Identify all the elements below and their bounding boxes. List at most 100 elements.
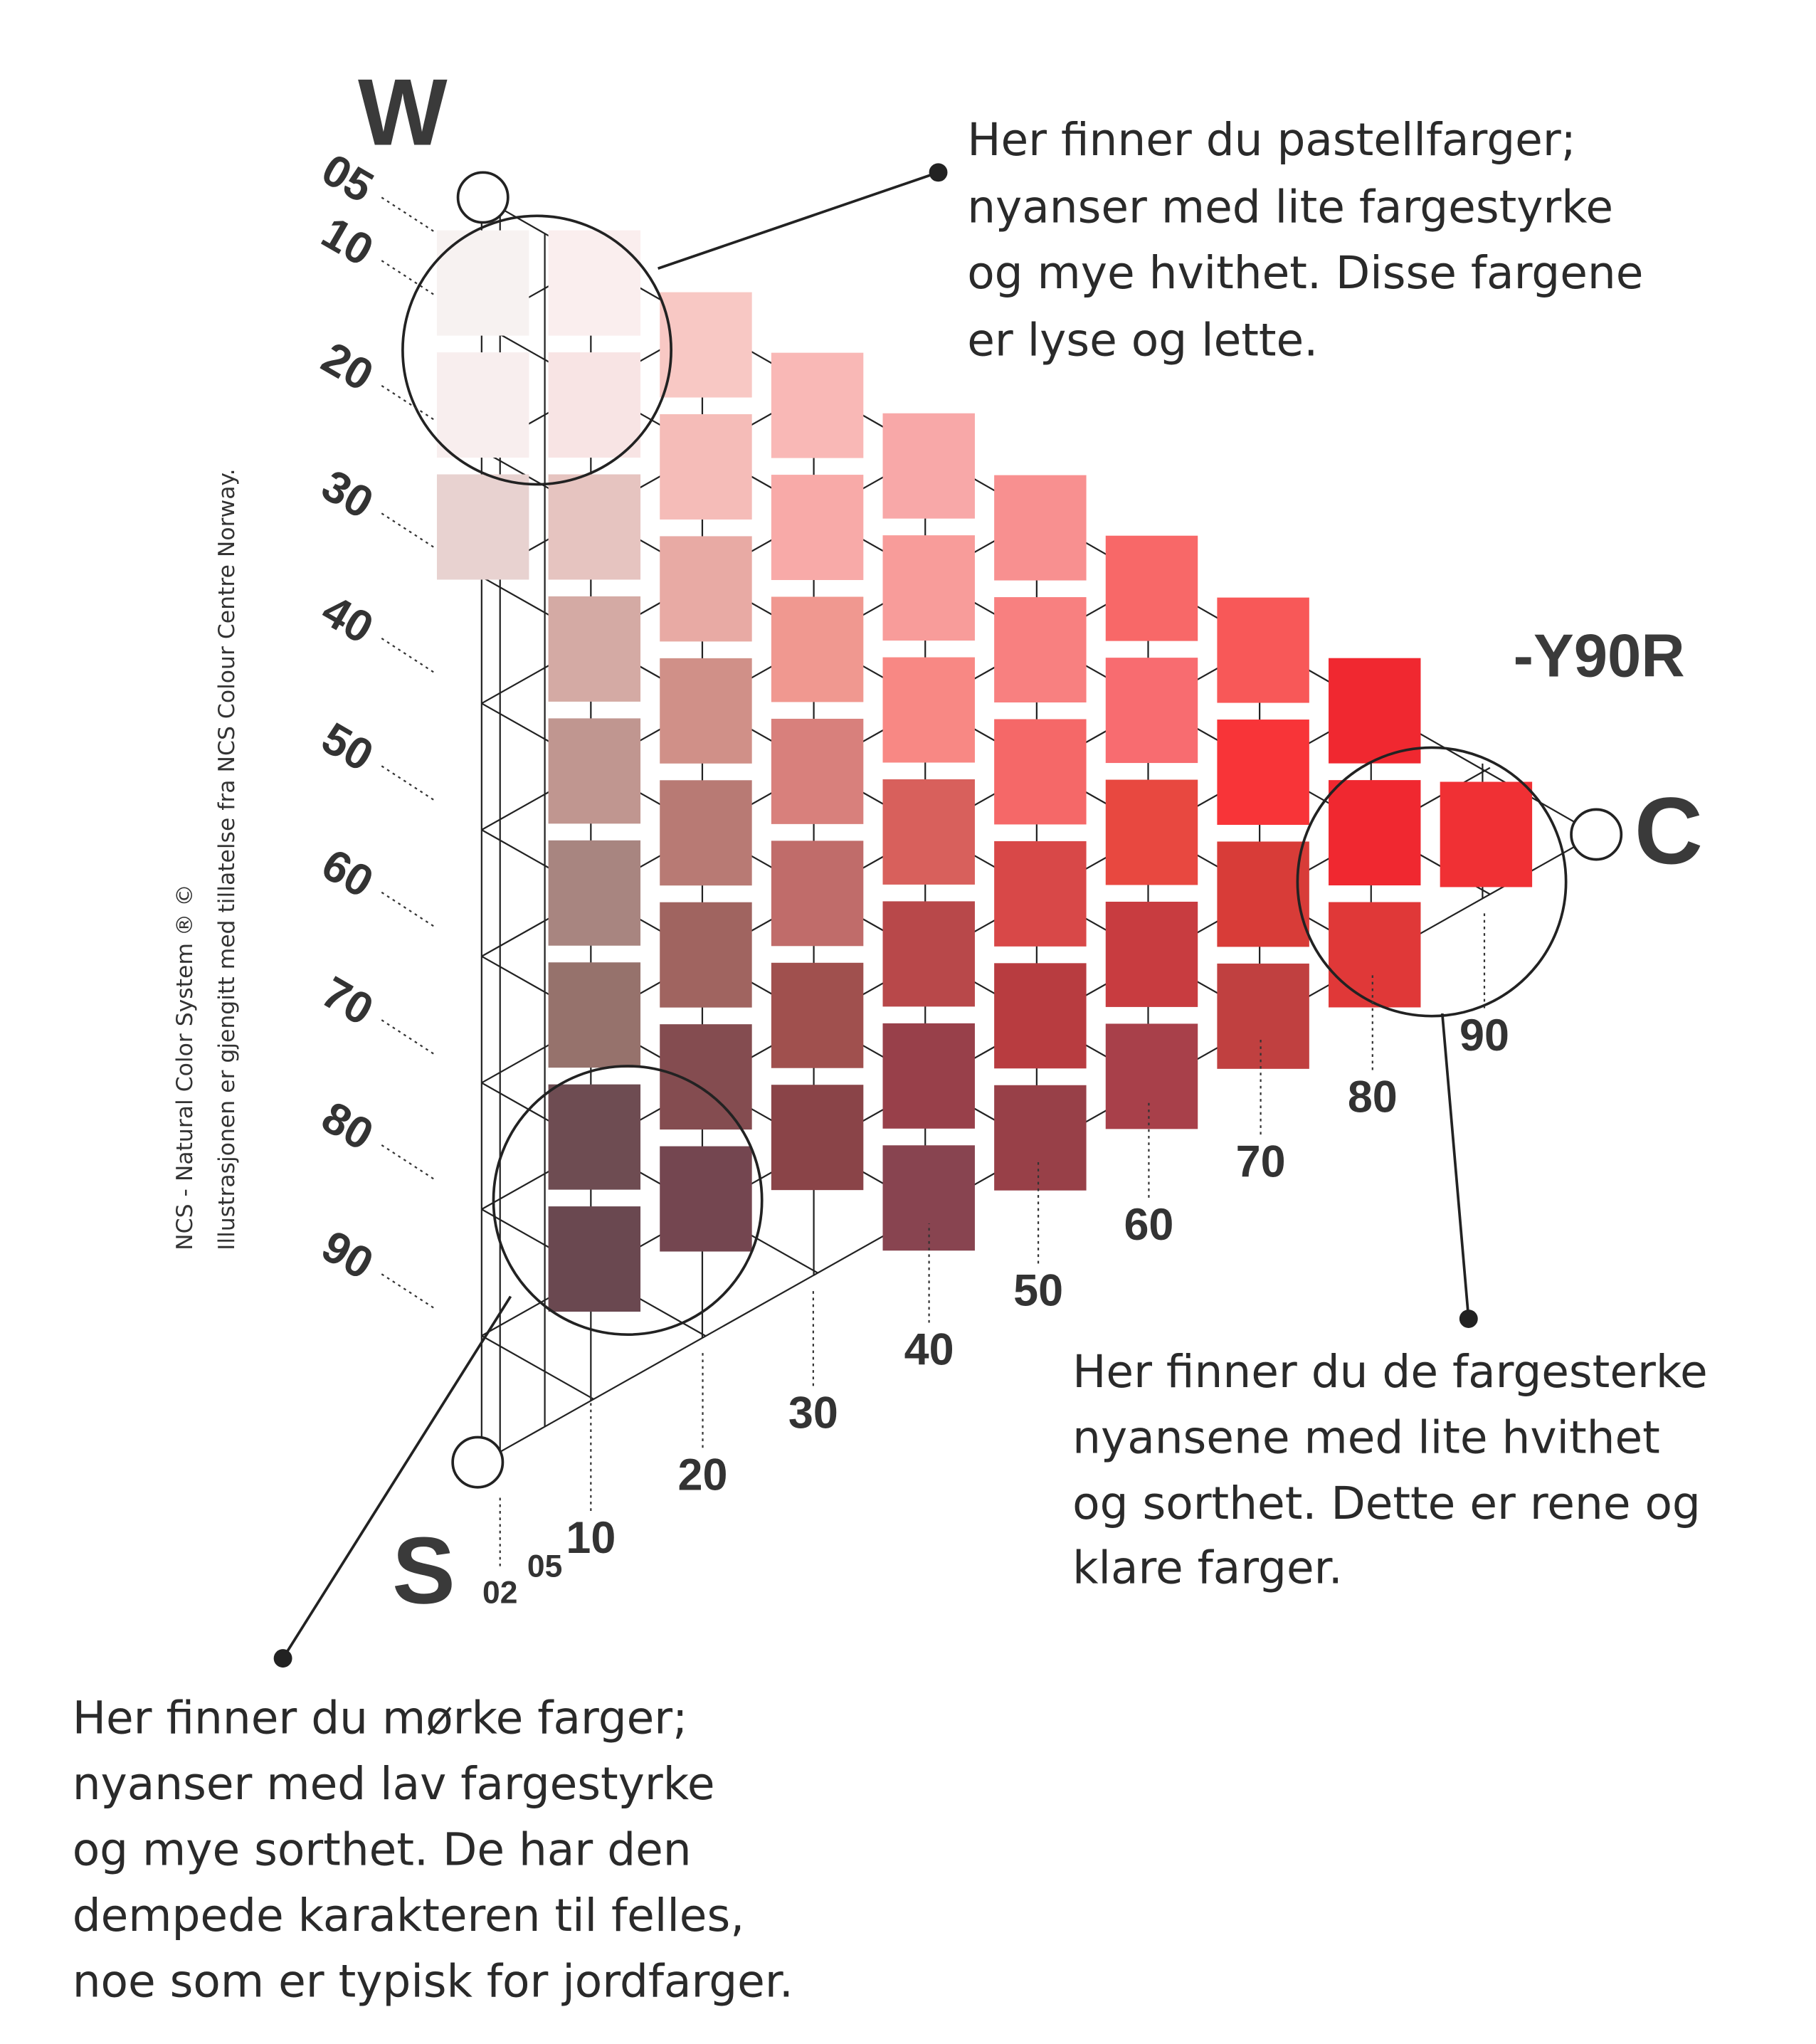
color-swatch: [1329, 902, 1421, 1008]
credit-line: NCS - Natural Color System ® ©: [172, 884, 198, 1250]
chromaticness-label: 30: [788, 1389, 838, 1438]
color-swatches: [436, 230, 1533, 1312]
dark-highlight-circle: [492, 1065, 764, 1337]
color-swatch: [994, 963, 1087, 1069]
color-swatch: [436, 474, 529, 580]
label-leaders: [381, 196, 1486, 1566]
blackness-label: 90: [314, 1221, 382, 1290]
color-swatch: [882, 1023, 975, 1129]
color-swatch: [1105, 779, 1198, 885]
callout-line: og mye sorthet. De har den: [73, 1823, 692, 1875]
color-swatch: [548, 840, 641, 946]
hue-label: -Y90R: [1514, 623, 1685, 690]
color-swatch: [436, 230, 529, 336]
chromaticness-label-small: 05: [527, 1549, 562, 1584]
color-swatch: [1217, 597, 1309, 703]
label-leader: [381, 765, 435, 801]
label-leader: [381, 1019, 435, 1055]
chromaticness-label: 40: [904, 1325, 954, 1375]
callout-line: klare farger.: [1072, 1542, 1343, 1594]
label-leader: [381, 891, 435, 927]
blackness-label: 70: [314, 967, 382, 1036]
blackness-label: 40: [314, 586, 382, 654]
color-swatch: [882, 657, 975, 763]
callout-line: og mye hvithet. Disse fargene: [967, 247, 1643, 299]
black-pole-label: S: [392, 1517, 455, 1623]
color-swatch: [548, 962, 641, 1068]
credit-line: Illustrasjonen er gjengitt med tillatels…: [214, 468, 240, 1250]
callout-line: nyanser med lite fargestyrke: [967, 181, 1613, 233]
color-swatch: [1329, 780, 1421, 886]
label-leader: [381, 260, 435, 296]
blackness-label: 60: [314, 839, 382, 907]
color-swatch: [548, 718, 641, 824]
chromatic-pole-label: C: [1635, 778, 1703, 884]
dark-callout-line: [282, 1295, 512, 1660]
color-swatch: [771, 1085, 864, 1191]
color-swatch: [994, 1085, 1087, 1191]
label-leader: [381, 196, 435, 233]
chromaticness-label: 60: [1124, 1200, 1173, 1250]
color-swatch: [1105, 901, 1198, 1007]
grid-line: [481, 766, 1491, 1337]
callout-line: dempede karakteren til felles,: [73, 1890, 745, 1942]
callout-line: Her finner du de fargesterke: [1072, 1346, 1708, 1398]
white-pole-label: W: [358, 59, 448, 165]
color-swatch: [882, 413, 975, 519]
label-leader: [381, 638, 435, 673]
black-pole-circle: [451, 1435, 505, 1489]
color-swatch: [771, 475, 864, 581]
chromaticness-label: 80: [1348, 1073, 1398, 1122]
blackness-label: 80: [314, 1092, 382, 1161]
color-swatch: [1217, 841, 1309, 947]
color-swatch: [771, 962, 864, 1068]
color-swatch: [994, 841, 1087, 947]
color-swatch: [548, 474, 641, 580]
strong-callout-line: [1440, 1013, 1470, 1319]
color-swatch: [1105, 658, 1198, 764]
blackness-label: 50: [314, 713, 382, 781]
chromatic-pole-circle: [1570, 808, 1623, 861]
pastel-callout-dot: [929, 163, 948, 182]
blackness-label: 20: [314, 332, 382, 401]
chromaticness-label: 70: [1236, 1137, 1286, 1186]
color-swatch: [882, 779, 975, 885]
color-swatch: [1105, 535, 1198, 641]
color-swatch: [660, 536, 752, 642]
color-swatch: [1329, 658, 1421, 764]
label-leader: [381, 1144, 435, 1180]
strong-highlight-circle: [1296, 746, 1568, 1018]
color-swatch: [548, 1084, 641, 1190]
color-swatch: [994, 597, 1087, 702]
color-swatch: [882, 1145, 975, 1251]
callout-line: Her finner du pastellfarger;: [967, 114, 1576, 166]
pastel-callout-line: [658, 171, 939, 270]
color-swatch: [771, 596, 864, 702]
color-swatch: [771, 841, 864, 947]
color-swatch: [882, 535, 975, 641]
color-swatch: [660, 292, 752, 398]
callout-line: er lyse og lette.: [967, 314, 1318, 366]
color-swatch: [1217, 720, 1309, 825]
color-swatch: [660, 1146, 752, 1252]
color-swatch: [660, 780, 752, 886]
grid-line: [481, 1082, 818, 1274]
pastel-highlight-circle: [401, 214, 672, 486]
chromaticness-label: 10: [566, 1513, 616, 1563]
color-swatch: [660, 902, 752, 1008]
strong-callout-dot: [1459, 1310, 1478, 1328]
color-swatch: [1217, 963, 1309, 1069]
label-leader: [381, 1273, 435, 1310]
label-leader: [381, 512, 435, 549]
grid-line: [481, 1334, 594, 1400]
callout-line: nyanser med lav fargestyrke: [73, 1758, 715, 1810]
color-swatch: [660, 414, 752, 520]
color-swatch: [436, 352, 529, 458]
color-swatch: [771, 718, 864, 824]
strong-callout-text: Her finner du de fargesterke nyansene me…: [1072, 1346, 1708, 1594]
pastel-callout-text: Her finner du pastellfarger; nyanser med…: [967, 114, 1643, 366]
dark-callout-text: Her finner du mørke farger; nyanser med …: [73, 1692, 793, 2008]
callout-line: og sorthet. Dette er rene og: [1072, 1477, 1701, 1529]
